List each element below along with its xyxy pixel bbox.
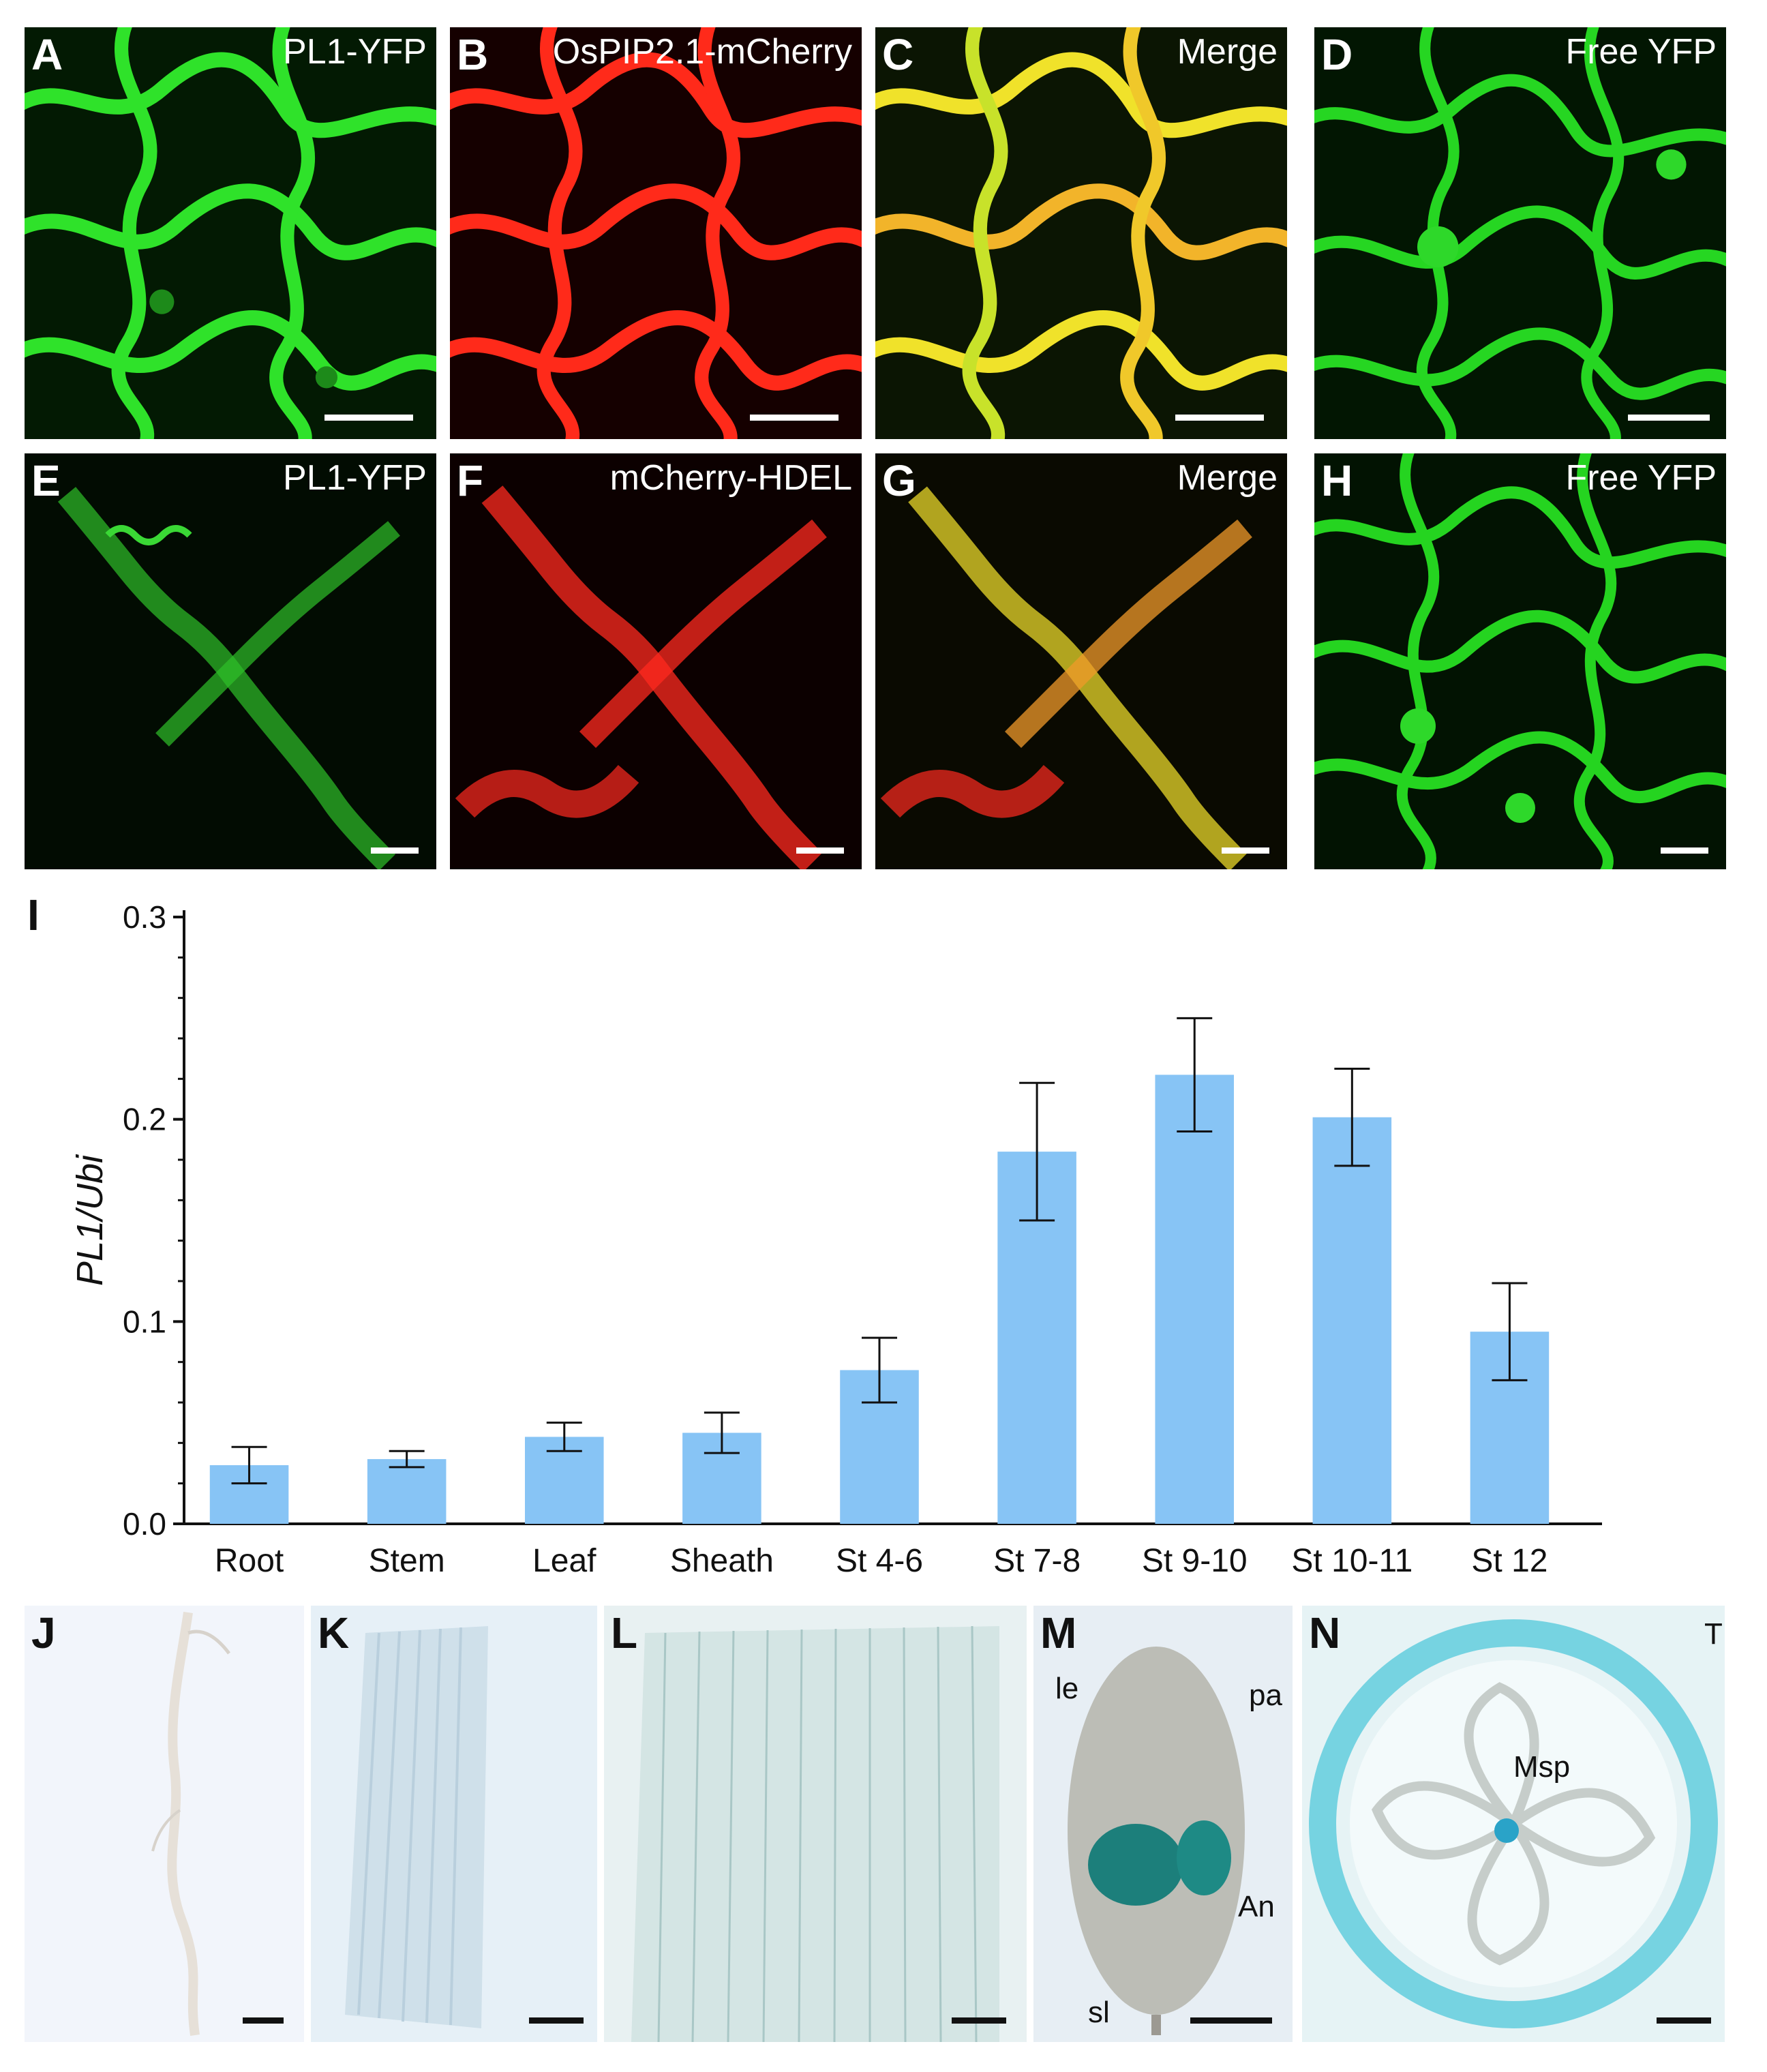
panel-h-image [1314, 453, 1726, 869]
panel-g-scalebar [1222, 847, 1269, 854]
panel-m-letter: M [1040, 1608, 1077, 1657]
panel-k-image [345, 1626, 488, 2028]
panel-c-scalebar [1175, 415, 1264, 421]
panel-a: A PL1-YFP [25, 27, 436, 439]
panel-d-letter: D [1321, 30, 1353, 79]
panel-d-title: Free YFP [1565, 32, 1717, 72]
panel-a-image [25, 27, 436, 439]
panel-m-scalebar [1190, 2017, 1272, 2024]
panel-b-title: OsPIP2.1-mCherry [552, 32, 852, 72]
label-msp: Msp [1513, 1750, 1571, 1784]
y-axis-label: PL1/Ubi [70, 1154, 110, 1286]
x-tick-label: Sheath [670, 1543, 774, 1579]
panel-g-title: Merge [1177, 458, 1278, 498]
y-tick-label: 0.0 [123, 1506, 166, 1542]
panel-l-scalebar [952, 2017, 1006, 2024]
panel-b-image [450, 27, 862, 439]
panel-h-scalebar [1661, 847, 1708, 854]
panel-a-letter: A [31, 30, 63, 79]
label-an: An [1238, 1890, 1275, 1923]
x-tick-label: St 9-10 [1142, 1543, 1248, 1579]
y-tick-label: 0.1 [123, 1304, 166, 1339]
panel-b-letter: B [457, 30, 489, 79]
x-tick-label: St 12 [1471, 1543, 1547, 1579]
x-tick-label: Stem [369, 1543, 445, 1579]
panel-b-scalebar [750, 415, 839, 421]
panel-l: L [604, 1606, 1027, 2042]
panel-h-letter: H [1321, 456, 1353, 505]
panel-g-letter: G [882, 456, 916, 505]
x-tick-label: St 7-8 [993, 1543, 1081, 1579]
panel-i-letter: I [27, 890, 40, 940]
x-tick-label: St 4-6 [836, 1543, 923, 1579]
bar-chart: 0.0 0.1 0.2 0.3 PL1/Ubi Root Stem Leaf Sheath St … [70, 899, 1602, 1579]
bar [367, 1459, 447, 1524]
panel-m-image [1068, 1647, 1245, 2035]
x-tick-label: Root [215, 1543, 284, 1579]
panel-c-title: Merge [1177, 32, 1278, 72]
panel-k-letter: K [318, 1608, 350, 1657]
panel-f: F mCherry-HDEL [450, 453, 862, 869]
x-tick-label: Leaf [532, 1543, 596, 1579]
panel-m: M le pa An sl [1033, 1606, 1293, 2042]
panel-e-title: PL1-YFP [283, 458, 427, 498]
panel-a-scalebar [324, 415, 413, 421]
panel-f-scalebar [796, 847, 844, 854]
panel-g-image [880, 486, 1252, 869]
panel-j-letter: J [31, 1608, 56, 1657]
panel-l-letter: L [611, 1608, 638, 1657]
label-le: le [1055, 1672, 1079, 1705]
panel-d-image [1314, 27, 1726, 439]
panel-k-scalebar [529, 2017, 584, 2024]
panel-d: D Free YFP [1314, 27, 1726, 439]
label-t: T [1704, 1617, 1723, 1651]
panel-f-image [455, 485, 827, 869]
panel-g: G Merge [875, 453, 1287, 869]
label-pa: pa [1249, 1679, 1282, 1712]
panel-c-image [875, 27, 1287, 439]
panel-e-image [57, 487, 400, 869]
panel-n-letter: N [1309, 1608, 1341, 1657]
panel-d-scalebar [1628, 415, 1710, 421]
panel-l-image [631, 1625, 999, 2042]
x-tick-label: St 10-11 [1291, 1543, 1413, 1579]
bar [1312, 1117, 1392, 1524]
panel-a-title: PL1-YFP [283, 32, 427, 72]
bar [1155, 1075, 1234, 1524]
panel-f-title: mCherry-HDEL [609, 458, 852, 498]
panel-e-letter: E [31, 456, 61, 505]
panel-h: H Free YFP [1314, 453, 1726, 869]
panel-c: C Merge [875, 27, 1287, 439]
panel-j: J [25, 1606, 304, 2042]
panel-h-title: Free YFP [1565, 458, 1717, 498]
panel-j-image [151, 1612, 230, 2036]
panel-n: N T Msp [1302, 1606, 1725, 2042]
panel-e: E PL1-YFP [25, 453, 436, 869]
panel-n-scalebar [1657, 2017, 1711, 2024]
y-tick-label: 0.2 [123, 1102, 166, 1137]
panel-j-scalebar [243, 2017, 284, 2024]
panel-n-image [1309, 1619, 1718, 2028]
panel-k: K [311, 1606, 597, 2042]
panel-b: B OsPIP2.1-mCherry [450, 27, 862, 439]
label-sl: sl [1088, 1996, 1110, 2029]
y-tick-label: 0.3 [123, 899, 166, 935]
panel-e-scalebar [371, 847, 419, 854]
panel-c-letter: C [882, 30, 914, 79]
panel-f-letter: F [457, 456, 484, 505]
